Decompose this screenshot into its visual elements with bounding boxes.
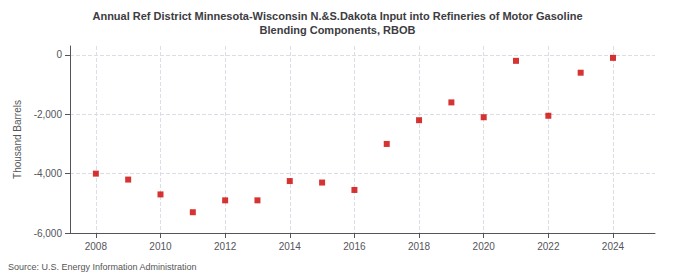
svg-text:2008: 2008 <box>85 241 108 252</box>
svg-text:-6,000: -6,000 <box>34 228 63 239</box>
svg-text:2010: 2010 <box>149 241 172 252</box>
svg-text:2020: 2020 <box>473 241 496 252</box>
svg-text:Blending Components, RBOB: Blending Components, RBOB <box>260 24 416 36</box>
svg-text:0: 0 <box>56 49 62 60</box>
svg-text:-2,000: -2,000 <box>34 109 63 120</box>
svg-text:2014: 2014 <box>279 241 302 252</box>
svg-text:2022: 2022 <box>537 241 560 252</box>
svg-text:2018: 2018 <box>408 241 431 252</box>
svg-text:Annual Ref District Minnesota-: Annual Ref District Minnesota-Wisconsin … <box>92 10 582 22</box>
svg-text:Source: U.S. Energy Informatio: Source: U.S. Energy Information Administ… <box>8 262 197 272</box>
svg-text:Thousand Barrels: Thousand Barrels <box>12 100 23 179</box>
svg-text:2012: 2012 <box>214 241 237 252</box>
svg-text:2016: 2016 <box>343 241 366 252</box>
svg-text:-4,000: -4,000 <box>34 168 63 179</box>
svg-text:2024: 2024 <box>602 241 625 252</box>
